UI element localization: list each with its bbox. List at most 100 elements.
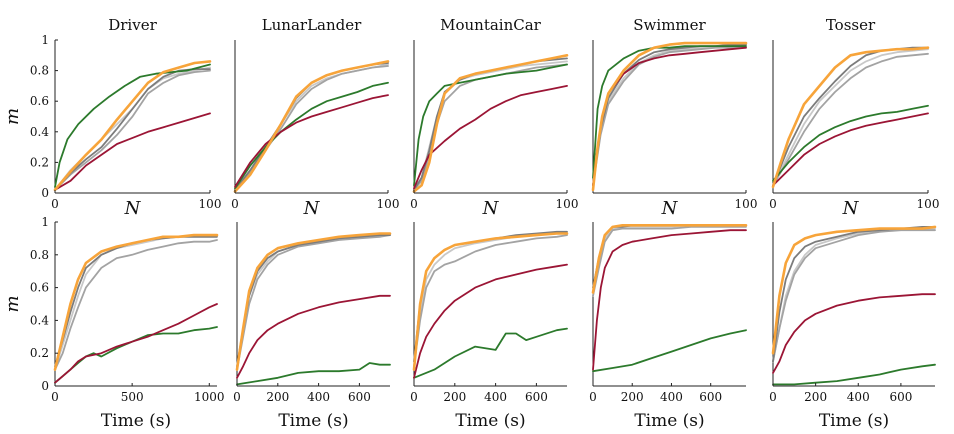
chart-panel-6: 0 0.2 0.4 0.6 0.8 1 0 500 1000 Time (s) m	[2, 215, 225, 431]
series-line-5	[236, 294, 391, 379]
series-line-5	[592, 229, 747, 371]
x-tick-label: 0	[410, 390, 418, 404]
y-tick-label: 1	[41, 215, 49, 229]
y-axis-label: m	[2, 108, 23, 125]
x-axis-label: Time (s)	[101, 411, 171, 431]
x-tick-label: 1000	[194, 390, 225, 404]
series-line-3	[54, 68, 211, 191]
x-tick-label: 500	[121, 390, 144, 404]
chart-title: Swimmer	[633, 16, 706, 34]
series-line-2	[54, 239, 218, 371]
chart-panel-9: 0 200 400 600 Time (s)	[589, 222, 748, 431]
series-line-4	[413, 63, 568, 187]
y-tick-label: 0.8	[30, 64, 49, 78]
x-tick-label: 100	[199, 197, 222, 211]
x-axis-label: Time (s)	[819, 411, 889, 431]
series-line-1	[772, 48, 929, 187]
y-axis-label: m	[2, 295, 23, 312]
series-line-5	[234, 94, 389, 188]
y-tick-label: 0.6	[30, 94, 49, 108]
x-tick-label: 100	[735, 197, 758, 211]
series-line-4	[54, 63, 211, 188]
x-tick-label: 400	[847, 390, 870, 404]
x-tick-label: 600	[699, 390, 722, 404]
series-line-2	[234, 65, 389, 191]
series-line-5	[54, 303, 218, 384]
x-tick-label: 100	[556, 197, 579, 211]
series-line-2	[772, 52, 929, 187]
series-line-5	[772, 293, 936, 374]
series-line-1	[592, 45, 747, 187]
x-tick-label: 400	[307, 390, 330, 404]
series-line-2	[54, 69, 211, 191]
series-line-4	[772, 363, 936, 386]
x-axis-label: Time (s)	[634, 411, 704, 431]
series-line-6	[53, 60, 212, 192]
chart-title: Tosser	[826, 16, 876, 34]
x-tick-label: 0	[589, 390, 597, 404]
y-tick-label: 0.8	[30, 248, 49, 262]
x-tick-label: 100	[377, 197, 400, 211]
x-tick-label: 600	[889, 390, 912, 404]
x-tick-label: 0	[231, 197, 239, 211]
chart-panel-5: 0 100 Tosser N	[769, 16, 939, 219]
y-tick-label: 0	[41, 186, 49, 200]
x-tick-label: 200	[266, 390, 289, 404]
chart-panel-4: 100 Swimmer N	[591, 16, 758, 219]
y-tick-label: 0	[41, 379, 49, 393]
series-line-5	[772, 112, 929, 187]
series-line-2	[772, 229, 936, 363]
y-tick-label: 0.4	[30, 125, 49, 139]
x-tick-label: 200	[443, 390, 466, 404]
series-line-6	[233, 60, 390, 193]
series-line-3	[54, 235, 218, 368]
series-line-3	[772, 46, 929, 187]
series-line-6	[53, 233, 219, 371]
x-axis-label: N	[124, 198, 142, 219]
series-line-1	[413, 232, 568, 363]
chart-panel-2: 0 100 LunarLander N	[231, 16, 399, 219]
x-tick-label: 0	[769, 197, 777, 211]
series-line-6	[591, 224, 748, 294]
x-axis-label: N	[303, 198, 321, 219]
x-tick-label: 0	[233, 390, 241, 404]
y-tick-label: 0.2	[30, 155, 49, 169]
x-axis-label: N	[482, 198, 500, 219]
series-line-4	[592, 329, 747, 373]
y-tick-label: 1	[41, 33, 49, 47]
series-line-5	[54, 112, 211, 191]
series-line-3	[772, 225, 936, 363]
chart-panel-3: 0 100 MountainCar N	[410, 16, 578, 219]
x-tick-label: 600	[525, 390, 548, 404]
x-tick-label: 100	[917, 197, 940, 211]
series-line-4	[413, 327, 568, 379]
x-tick-label: 200	[621, 390, 644, 404]
series-line-4	[592, 45, 747, 179]
series-line-4	[54, 326, 218, 384]
x-tick-label: 0	[51, 390, 59, 404]
series-line-6	[235, 232, 392, 371]
x-tick-label: 400	[484, 390, 507, 404]
series-line-1	[54, 66, 211, 191]
x-tick-label: 0	[410, 197, 418, 211]
series-line-4	[236, 362, 391, 386]
series-line-6	[412, 232, 569, 371]
series-line-3	[413, 230, 568, 363]
series-line-6	[591, 41, 748, 192]
series-line-6	[412, 53, 569, 193]
x-tick-label: 400	[660, 390, 683, 404]
series-line-2	[592, 46, 747, 187]
series-line-3	[236, 234, 391, 368]
x-axis-label: Time (s)	[278, 411, 348, 431]
series-line-2	[236, 234, 391, 371]
series-line-1	[236, 234, 391, 371]
chart-panel-1: 0 0.2 0.4 0.6 0.8 1 0 100 Driver Nm	[2, 16, 221, 219]
chart-title: MountainCar	[440, 16, 542, 34]
y-tick-label: 0.2	[30, 346, 49, 360]
series-line-2	[592, 225, 747, 297]
series-line-5	[413, 85, 568, 190]
x-axis-label: N	[661, 198, 679, 219]
series-line-6	[771, 225, 937, 355]
